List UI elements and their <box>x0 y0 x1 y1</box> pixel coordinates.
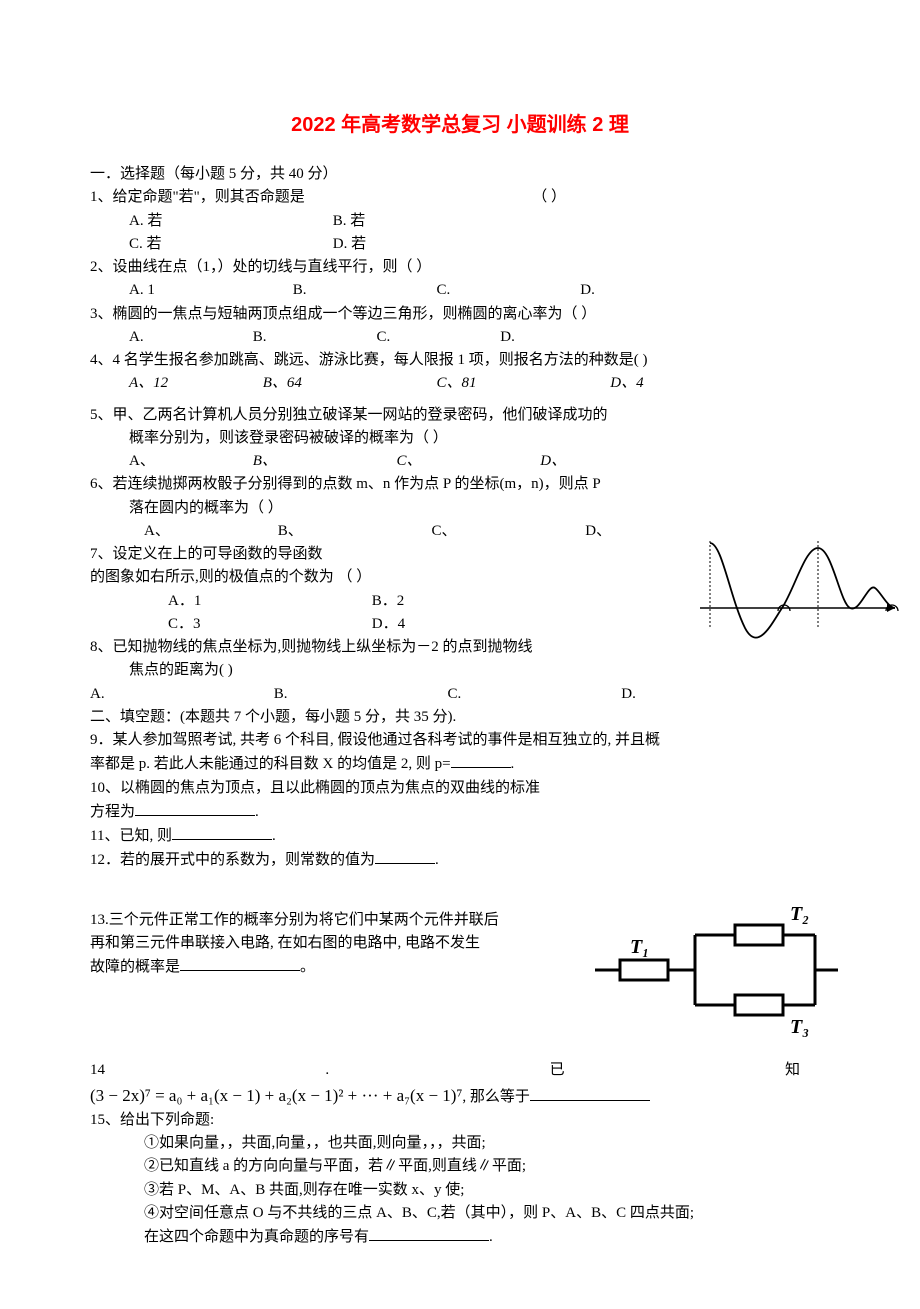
q10-l1: 10、以椭圆的焦点为顶点，且以此椭圆的顶点为焦点的双曲线的标准 <box>90 777 830 800</box>
q1-opt-b: B. 若 <box>333 210 366 233</box>
svg-text:T₃: T₃ <box>790 1016 809 1038</box>
derivative-graph-icon <box>700 533 900 663</box>
q12-text: 12．若的展开式中的系数为，则常数的值为 <box>90 852 375 868</box>
q3-options: A. B. C. D. <box>90 326 830 349</box>
q15-tail: 在这四个命题中为真命题的序号有. <box>90 1225 830 1249</box>
q7-opt-c: C．3 <box>168 613 368 636</box>
q14-blank <box>530 1085 650 1101</box>
q1-blank: （ ） <box>532 189 566 205</box>
q9-blank <box>451 752 511 768</box>
q2-stem: 2、设曲线在点（1，）处的切线与直线平行，则（ ） <box>90 256 830 279</box>
q15-item-4: ④对空间任意点 O 与不共线的三点 A、B、C,若（其中），则 P、A、B、C … <box>90 1202 830 1225</box>
document-title: 2022 年高考数学总复习 小题训练 2 理 <box>90 110 830 141</box>
q1-stem: 1、给定命题"若"，则其否命题是 （ ） <box>90 186 830 209</box>
q4-stem: 4、4 名学生报名参加跳高、跳远、游泳比赛，每人限报 1 项，则报名方法的种数是… <box>90 349 830 372</box>
q1-text: 1、给定命题"若"，则其否命题是 <box>90 189 305 205</box>
q13-l3-suffix: 。 <box>300 959 315 975</box>
q13-blank <box>180 955 300 971</box>
q4-opt-b: B、64 <box>263 372 433 395</box>
q10-l2-text: 方程为 <box>90 804 135 820</box>
q7-opt-a: A．1 <box>168 590 368 613</box>
q15-blank <box>369 1225 489 1241</box>
q15-tail-text: 在这四个命题中为真命题的序号有 <box>144 1229 369 1245</box>
q11-suffix: . <box>272 828 276 844</box>
circuit-diagram-icon: T₁ T₂ T₃ <box>590 905 840 1045</box>
q1-options-row1: A. 若 B. 若 <box>90 210 830 233</box>
q9-l1: 9．某人参加驾照考试, 共考 6 个科目, 假设他通过各科考试的事件是相互独立的… <box>90 729 830 752</box>
q2-opt-a: A. 1 <box>129 279 289 302</box>
q8-opt-d: D. <box>621 683 636 706</box>
q5-opt-d: D、 <box>540 450 566 473</box>
q12-blank <box>375 848 435 864</box>
q14-num: 14 <box>90 1059 105 1082</box>
q4-options: A、12 B、64 C、81 D、4 <box>90 372 830 395</box>
q11: 11、已知, 则. <box>90 824 830 848</box>
q6-opt-a: A、 <box>144 520 274 543</box>
q5-stem-l2: 概率分别为，则该登录密码被破译的概率为（ ） <box>90 427 830 450</box>
section-2-heading: 二、填空题：(本题共 7 个小题，每小题 5 分，共 35 分). <box>90 706 830 729</box>
q6-opt-d: D、 <box>585 520 611 543</box>
q4-opt-d: D、4 <box>610 372 643 395</box>
q4-opt-a: A、12 <box>129 372 259 395</box>
q13-l3-text: 故障的概率是 <box>90 959 180 975</box>
q1-opt-a: A. 若 <box>129 210 329 233</box>
q2-opt-b: B. <box>293 279 433 302</box>
q15-item-3: ③若 P、M、A、B 共面,则存在唯一实数 x、y 使; <box>90 1179 830 1202</box>
q15-item-2: ②已知直线 a 的方向向量与平面，若∥平面,则直线∥平面; <box>90 1155 830 1178</box>
q14-tail: , 那么等于 <box>462 1089 530 1105</box>
q7-opt-d: D．4 <box>372 613 405 636</box>
q15-head: 15、给出下列命题: <box>90 1109 830 1132</box>
q13-block: T₁ T₂ T₃ 13.三个元件正常工作的概率分别为将它们中某两个元件并联后 再… <box>90 909 830 980</box>
q7-block: 7、设定义在上的可导函数的导函数 的图象如右所示,则的极值点的个数为 （ ） A… <box>90 543 830 659</box>
svg-text:T₁: T₁ <box>630 936 649 958</box>
q5-options: A、 B、 C、 D、 <box>90 450 830 473</box>
q7-opt-b: B．2 <box>372 590 405 613</box>
q9-l2-text: 率都是 p. 若此人未能通过的科目数 X 的均值是 2, 则 p= <box>90 756 451 772</box>
q5-opt-a: A、 <box>129 450 249 473</box>
q3-stem: 3、椭圆的一焦点与短轴两顶点组成一个等边三角形，则椭圆的离心率为（ ） <box>90 303 830 326</box>
q14-yi: 已 <box>550 1059 565 1082</box>
q1-opt-d: D. 若 <box>333 233 366 256</box>
q6-stem-l1: 6、若连续抛掷两枚骰子分别得到的点数 m、n 作为点 P 的坐标(m，n)，则点… <box>90 473 830 496</box>
q10-l2: 方程为. <box>90 800 830 824</box>
q8-opt-c: C. <box>448 683 618 706</box>
q4-opt-c: C、81 <box>437 372 607 395</box>
q2-opt-d: D. <box>580 279 595 302</box>
q8-stem-l2: 焦点的距离为( ) <box>90 659 830 682</box>
q10-l2-suffix: . <box>255 804 259 820</box>
q14-zhi: 知 <box>785 1059 800 1082</box>
q14-row: 14 . 已 知 <box>90 1059 830 1082</box>
q6-opt-c: C、 <box>432 520 582 543</box>
q14-formula: (3 − 2x)⁷ = a₀ + a₁(x − 1) + a₂(x − 1)² … <box>90 1086 462 1105</box>
q5-stem-l1: 5、甲、乙两名计算机人员分别独立破译某一网站的登录密码，他们破译成功的 <box>90 404 830 427</box>
q11-text: 11、已知, 则 <box>90 828 172 844</box>
q3-opt-b: B. <box>253 326 373 349</box>
q12: 12．若的展开式中的系数为，则常数的值为. <box>90 848 830 872</box>
q8-opt-b: B. <box>274 683 444 706</box>
q2-options: A. 1 B. C. D. <box>90 279 830 302</box>
q10-blank <box>135 800 255 816</box>
q15-item-1: ①如果向量，，共面,向量，，也共面,则向量，，，共面; <box>90 1132 830 1155</box>
q11-blank <box>172 824 272 840</box>
q5-opt-b: B、 <box>253 450 393 473</box>
q3-opt-a: A. <box>129 326 249 349</box>
q14-formula-line: (3 − 2x)⁷ = a₀ + a₁(x − 1) + a₂(x − 1)² … <box>90 1083 830 1109</box>
q9-l2-suffix: . <box>511 756 515 772</box>
q12-suffix: . <box>435 852 439 868</box>
q9-l2: 率都是 p. 若此人未能通过的科目数 X 的均值是 2, 则 p=. <box>90 752 830 776</box>
q8-options: A. B. C. D. <box>90 683 830 706</box>
q14-dot: . <box>325 1059 329 1082</box>
q3-opt-d: D. <box>500 326 515 349</box>
section-1-heading: 一．选择题（每小题 5 分，共 40 分） <box>90 163 830 186</box>
q3-opt-c: C. <box>377 326 497 349</box>
q6-opt-b: B、 <box>278 520 428 543</box>
q15-tail-suffix: . <box>489 1229 493 1245</box>
q8-opt-a: A. <box>90 683 270 706</box>
q5-opt-c: C、 <box>397 450 537 473</box>
svg-text:T₂: T₂ <box>790 905 809 925</box>
q1-opt-c: C. 若 <box>129 233 329 256</box>
q6-stem-l2: 落在圆内的概率为（ ） <box>90 497 830 520</box>
q1-options-row2: C. 若 D. 若 <box>90 233 830 256</box>
q2-opt-c: C. <box>437 279 577 302</box>
